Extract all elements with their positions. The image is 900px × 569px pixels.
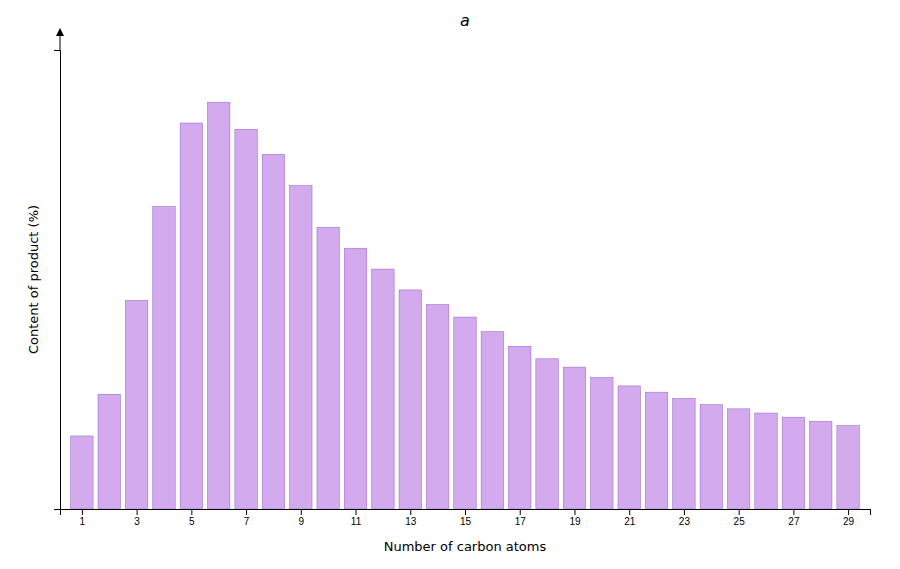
y-axis — [54, 51, 61, 510]
x-tick-label: 13 — [405, 516, 417, 527]
bar — [536, 359, 558, 509]
x-tick: 23 — [679, 509, 691, 527]
x-tick-mark — [465, 509, 466, 515]
x-tick-mark — [137, 509, 138, 515]
x-tick: 13 — [405, 509, 417, 527]
chart-svg: 1357911131517192123252729aNumber of carb… — [0, 0, 900, 569]
x-tick-label: 5 — [189, 516, 195, 527]
x-tick-mark — [574, 509, 575, 515]
bar — [727, 409, 749, 509]
x-tick-mark — [629, 509, 630, 515]
x-tick-label: 3 — [134, 516, 140, 527]
x-tick-label: 15 — [460, 516, 472, 527]
x-tick-label: 27 — [788, 516, 800, 527]
x-tick: 15 — [460, 509, 472, 527]
x-tick-mark — [246, 509, 247, 515]
x-tick: 25 — [734, 509, 746, 527]
plot-area: 1357911131517192123252729 — [54, 32, 871, 527]
x-tick-mark — [520, 509, 521, 515]
x-tick-label: 25 — [734, 516, 746, 527]
x-tick: 3 — [134, 509, 140, 527]
bar — [454, 317, 476, 509]
y-axis-arrow — [60, 32, 61, 50]
x-tick: 11 — [351, 509, 362, 527]
x-tick-mark — [739, 509, 740, 515]
x-tick: 7 — [244, 509, 250, 527]
bar — [673, 398, 695, 509]
bar — [645, 392, 667, 509]
bar — [153, 206, 175, 509]
bar — [290, 186, 312, 509]
bar — [755, 413, 777, 509]
bar — [317, 227, 339, 509]
bar — [700, 405, 722, 509]
x-tick-label: 19 — [569, 516, 581, 527]
bar — [399, 290, 421, 509]
x-axis-line — [61, 510, 871, 516]
x-tick-label: 9 — [299, 516, 305, 527]
bar — [782, 417, 804, 509]
y-axis-line — [54, 51, 61, 510]
bar — [235, 129, 257, 509]
x-tick-mark — [82, 509, 83, 515]
bar — [426, 305, 448, 509]
x-tick: 9 — [299, 509, 305, 527]
bar — [71, 436, 93, 509]
x-tick-mark — [301, 509, 302, 515]
y-axis-label: Content of product (%) — [26, 205, 41, 354]
bar — [837, 426, 859, 509]
bar — [98, 394, 120, 509]
x-tick-mark — [410, 509, 411, 515]
x-tick: 29 — [843, 509, 855, 527]
chart-title: a — [460, 11, 470, 30]
x-tick-label: 17 — [515, 516, 527, 527]
bar — [618, 386, 640, 509]
bar — [591, 378, 613, 509]
x-tick-mark — [191, 509, 192, 515]
bar — [481, 332, 503, 509]
x-tick: 1 — [80, 509, 86, 527]
bar — [810, 421, 832, 509]
bar — [372, 269, 394, 509]
x-tick: 27 — [788, 509, 800, 527]
bar — [207, 102, 229, 509]
bar — [509, 346, 531, 509]
x-tick-label: 1 — [80, 516, 86, 527]
x-tick-label: 21 — [624, 516, 636, 527]
x-tick: 17 — [515, 509, 527, 527]
x-tick-label: 23 — [679, 516, 691, 527]
x-tick-mark — [793, 509, 794, 515]
bar — [344, 248, 366, 509]
x-tick: 21 — [624, 509, 636, 527]
x-tick-mark — [848, 509, 849, 515]
bar — [180, 123, 202, 509]
x-tick-label: 11 — [351, 516, 362, 527]
x-tick-label: 29 — [843, 516, 855, 527]
x-tick-mark — [684, 509, 685, 515]
x-axis: 1357911131517192123252729 — [61, 509, 871, 527]
bar — [125, 300, 147, 509]
x-tick: 5 — [189, 509, 195, 527]
bars — [71, 102, 860, 509]
x-tick: 19 — [569, 509, 581, 527]
x-axis-label: Number of carbon atoms — [384, 539, 547, 554]
bar — [563, 367, 585, 509]
x-tick-label: 7 — [244, 516, 250, 527]
bar — [262, 154, 284, 509]
x-tick-mark — [356, 509, 357, 515]
